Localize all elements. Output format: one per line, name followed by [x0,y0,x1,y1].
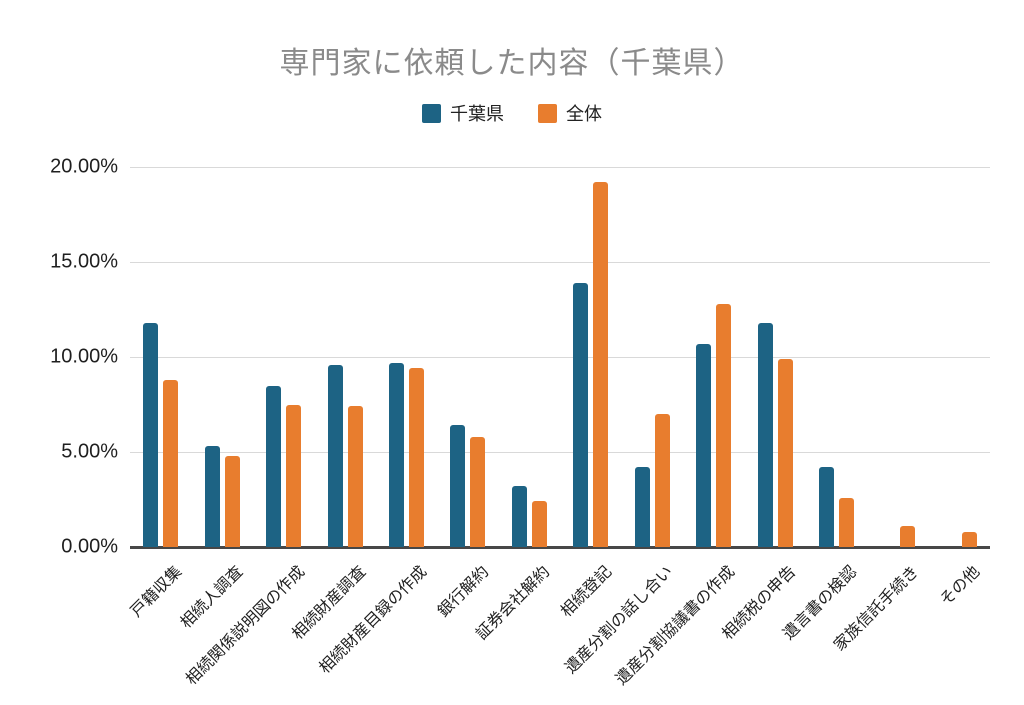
bar-全体-相続関係説明図の作成 [286,404,302,547]
bar-全体-その他 [961,531,977,547]
bar-千葉県-相続関係説明図の作成 [266,385,282,547]
y-axis-tick-label: 10.00% [50,345,118,368]
legend-swatch-icon [538,103,557,123]
bar-全体-相続財産目録の作成 [408,368,424,547]
bar-千葉県-遺産分割の話し合い [634,467,650,547]
x-axis-line [130,546,990,549]
bar-千葉県-相続人調査 [204,446,220,547]
bar-全体-相続人調査 [224,455,240,547]
bar-千葉県-遺言書の検認 [818,467,834,547]
chart-title: 専門家に依頼した内容（千葉県） [279,47,745,80]
legend-swatch-icon [422,103,441,123]
bar-千葉県-証券会社解約 [511,486,527,547]
bar-全体-遺産分割の話し合い [654,414,670,547]
gridline [130,262,990,263]
bar-全体-相続財産調査 [347,406,363,547]
bar-全体-銀行解約 [470,436,486,547]
bar-全体-遺産分割協議書の作成 [716,303,732,547]
y-axis-tick-label: 0.00% [61,535,118,558]
bar-千葉県-相続登記 [573,282,589,547]
legend-label: 千葉県 [450,104,504,124]
y-axis-tick-label: 5.00% [61,440,118,463]
x-axis-label: その他 [937,563,984,610]
bar-千葉県-相続財産目録の作成 [388,362,404,547]
chart-legend: 千葉県 全体 [0,100,1024,126]
gridline [130,357,990,358]
bar-全体-遺言書の検認 [838,497,854,547]
x-axis-label: 相続財産目録の作成 [316,563,431,678]
legend-item-0: 千葉県 [422,100,504,126]
y-axis-tick-label: 20.00% [50,155,118,178]
bar-千葉県-相続税の申告 [757,322,773,547]
gridline [130,167,990,168]
bar-全体-相続税の申告 [777,358,793,547]
bar-全体-家族信託手続き [900,526,916,547]
bar-千葉県-戸籍収集 [143,322,159,547]
bar-千葉県-遺産分割協議書の作成 [696,343,712,547]
bar-千葉県-銀行解約 [450,425,466,547]
bar-全体-戸籍収集 [163,379,179,547]
legend-item-1: 全体 [538,100,602,126]
x-axis-label: 遺産分割の話し合い [562,563,677,678]
bar-千葉県-相続財産調査 [327,364,343,547]
legend-label: 全体 [566,104,602,124]
bar-全体-証券会社解約 [531,501,547,547]
y-axis-tick-label: 15.00% [50,250,118,273]
bar-全体-相続登記 [593,182,609,547]
gridline [130,452,990,453]
